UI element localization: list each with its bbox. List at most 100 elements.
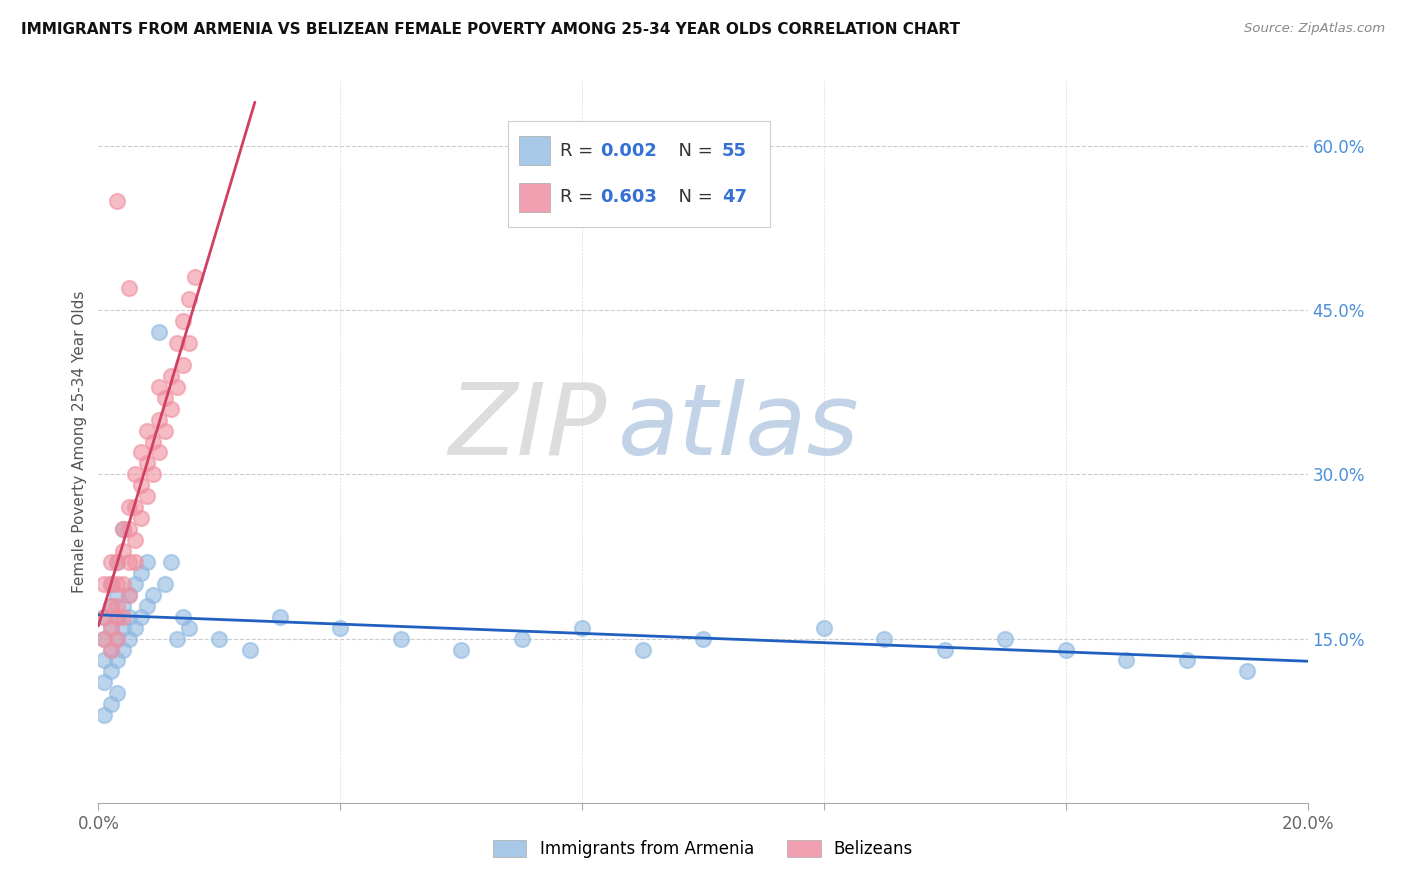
Point (124, 621, 146, 635)
Point (135, 599, 157, 613)
Point (111, 609, 134, 624)
Point (1236, 665, 1258, 679)
Point (208, 632, 231, 646)
Text: 47: 47 (723, 188, 747, 206)
Point (124, 500, 146, 515)
Point (160, 368, 183, 383)
Point (93, 577, 115, 591)
Point (100, 555, 122, 569)
Text: ZIP: ZIP (449, 378, 606, 475)
Point (93, 609, 115, 624)
Point (129, 445, 152, 459)
Point (93, 632, 115, 646)
Point (100, 577, 122, 591)
Point (153, 424, 176, 438)
Point (179, 292, 201, 306)
Point (124, 533, 146, 547)
Point (100, 621, 122, 635)
Point (105, 632, 128, 646)
Point (118, 588, 141, 602)
Text: atlas: atlas (619, 378, 860, 475)
Point (135, 489, 157, 503)
Point (124, 577, 146, 591)
Point (118, 588, 141, 602)
Point (135, 457, 157, 471)
Point (510, 632, 533, 646)
Point (105, 686, 128, 700)
Point (160, 555, 183, 569)
Point (692, 632, 714, 646)
Text: IMMIGRANTS FROM ARMENIA VS BELIZEAN FEMALE POVERTY AMONG 25-34 YEAR OLDS CORRELA: IMMIGRANTS FROM ARMENIA VS BELIZEAN FEMA… (21, 22, 960, 37)
Point (994, 632, 1017, 646)
Point (118, 281, 141, 295)
Text: 0.002: 0.002 (600, 142, 657, 160)
Point (135, 555, 157, 569)
Point (148, 380, 170, 394)
Point (389, 632, 412, 646)
Point (450, 642, 472, 657)
Point (111, 577, 134, 591)
Legend: Immigrants from Armenia, Belizeans: Immigrants from Armenia, Belizeans (485, 832, 921, 867)
Point (105, 599, 128, 613)
Point (631, 642, 654, 657)
Point (239, 642, 262, 657)
Point (111, 522, 134, 536)
Point (100, 621, 122, 635)
Point (148, 412, 170, 426)
Point (142, 434, 165, 449)
Point (329, 621, 352, 635)
Point (179, 336, 201, 351)
Point (105, 588, 128, 602)
Point (111, 522, 134, 536)
Point (166, 632, 188, 646)
Text: Source: ZipAtlas.com: Source: ZipAtlas.com (1244, 22, 1385, 36)
Point (142, 588, 165, 602)
Point (111, 621, 134, 635)
Point (184, 270, 207, 285)
Point (172, 358, 194, 372)
Text: N =: N = (668, 188, 718, 206)
Point (105, 653, 128, 667)
Point (105, 194, 128, 208)
Point (105, 555, 128, 569)
Point (100, 577, 122, 591)
Point (934, 642, 956, 657)
Y-axis label: Female Poverty Among 25-34 Year Olds: Female Poverty Among 25-34 Year Olds (72, 291, 87, 592)
Point (100, 599, 122, 613)
Point (118, 609, 141, 624)
Point (148, 445, 170, 459)
Point (571, 621, 593, 635)
Point (93, 708, 115, 723)
Point (269, 609, 291, 624)
Point (1175, 653, 1198, 667)
Point (166, 336, 188, 351)
Point (160, 401, 183, 416)
Point (100, 599, 122, 613)
Point (118, 522, 141, 536)
Point (93, 653, 115, 667)
Point (1115, 653, 1137, 667)
Point (100, 642, 122, 657)
Point (153, 577, 176, 591)
Point (873, 632, 896, 646)
Text: N =: N = (668, 142, 718, 160)
Point (105, 609, 128, 624)
Point (100, 665, 122, 679)
Point (118, 632, 141, 646)
Text: R =: R = (561, 142, 599, 160)
Point (100, 642, 122, 657)
Point (148, 325, 170, 339)
Point (111, 544, 134, 558)
Point (129, 566, 152, 580)
Point (111, 642, 134, 657)
Point (172, 314, 194, 328)
Point (124, 467, 146, 482)
Text: 0.603: 0.603 (600, 188, 657, 206)
Point (129, 511, 152, 525)
Point (105, 609, 128, 624)
Point (100, 698, 122, 712)
Point (129, 609, 152, 624)
Text: 55: 55 (723, 142, 747, 160)
Point (813, 621, 835, 635)
Point (166, 380, 188, 394)
